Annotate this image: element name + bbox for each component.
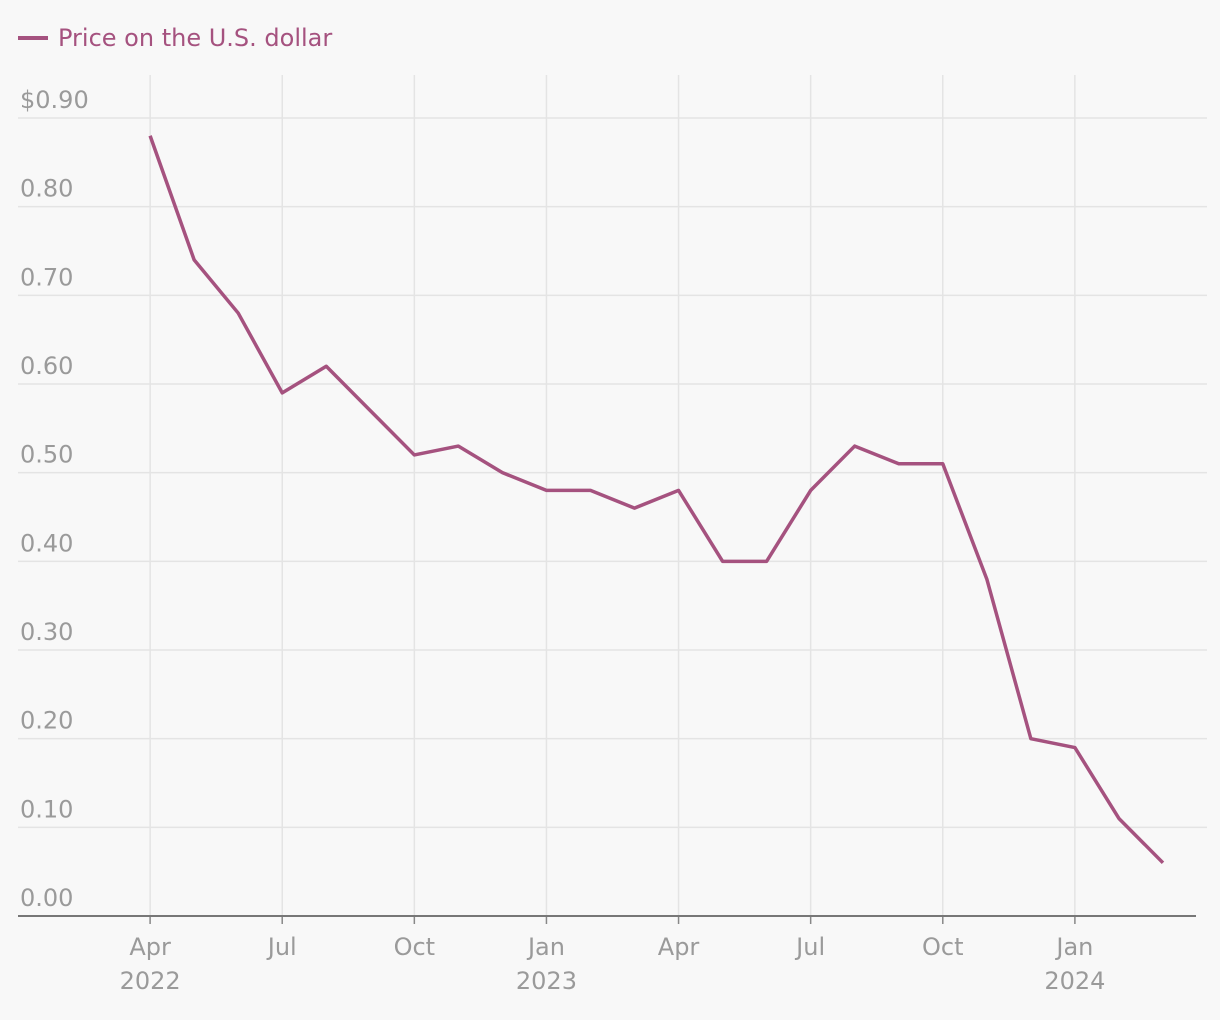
legend-label: Price on the U.S. dollar xyxy=(58,24,332,52)
x-tick-label: Oct xyxy=(394,933,436,961)
y-tick-label: 0.40 xyxy=(20,529,73,557)
y-tick-label: 0.70 xyxy=(20,263,73,291)
x-tick-label: Jan xyxy=(1054,933,1093,961)
y-tick-label: 0.20 xyxy=(20,707,73,735)
price-line xyxy=(148,135,1165,865)
y-tick-label: $0.90 xyxy=(20,86,89,114)
x-tick-label: Jul xyxy=(794,933,825,961)
x-year-label: 2022 xyxy=(120,967,181,995)
x-tick-label: Jan xyxy=(526,933,565,961)
y-tick-label: 0.00 xyxy=(20,884,73,912)
y-tick-label: 0.80 xyxy=(20,175,73,203)
x-year-label: 2024 xyxy=(1044,967,1105,995)
y-tick-label: 0.10 xyxy=(20,795,73,823)
y-tick-label: 0.30 xyxy=(20,618,73,646)
y-tick-label: 0.50 xyxy=(20,441,73,469)
x-tick-label: Oct xyxy=(922,933,964,961)
x-tick-label: Apr xyxy=(658,933,700,961)
x-tick-label: Jul xyxy=(266,933,297,961)
y-tick-label: 0.60 xyxy=(20,352,73,380)
x-year-label: 2023 xyxy=(516,967,577,995)
x-tick-label: Apr xyxy=(129,933,171,961)
